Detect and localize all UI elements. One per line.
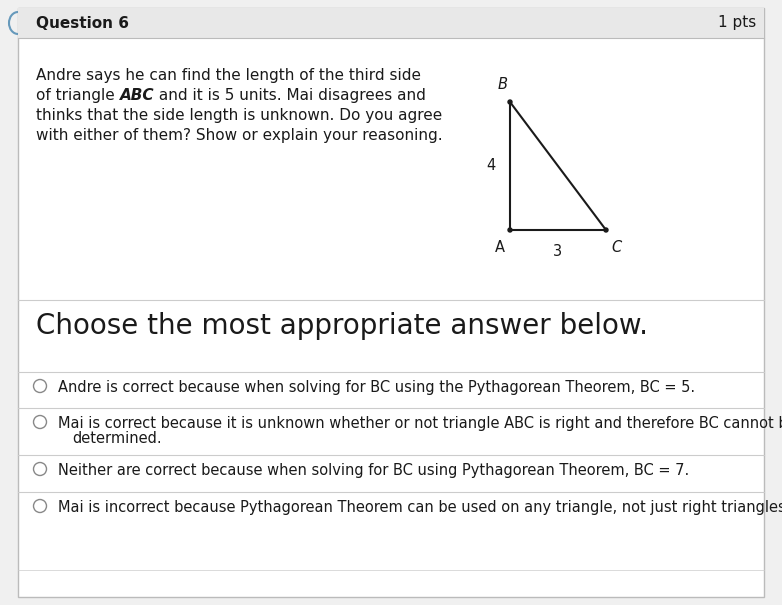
Circle shape — [604, 228, 608, 232]
Circle shape — [508, 100, 512, 104]
Text: A: A — [495, 240, 505, 255]
Text: B: B — [498, 77, 508, 92]
Text: thinks that the side length is unknown. Do you agree: thinks that the side length is unknown. … — [36, 108, 443, 123]
Text: ABC: ABC — [120, 88, 154, 103]
Text: determined.: determined. — [72, 431, 162, 446]
Text: Mai is incorrect because Pythagorean Theorem can be used on any triangle, not ju: Mai is incorrect because Pythagorean The… — [58, 500, 782, 515]
Text: Andre is correct because when solving for BC using the Pythagorean Theorem, BC =: Andre is correct because when solving fo… — [58, 380, 695, 395]
Text: 3: 3 — [554, 244, 562, 259]
Text: Choose the most appropriate answer below.: Choose the most appropriate answer below… — [36, 312, 648, 340]
Text: Andre says he can find the length of the third side: Andre says he can find the length of the… — [36, 68, 421, 83]
Text: 1 pts: 1 pts — [718, 16, 756, 30]
Bar — [18, 8, 764, 38]
Text: C: C — [611, 240, 621, 255]
Text: of triangle: of triangle — [36, 88, 120, 103]
Text: 4: 4 — [486, 159, 496, 174]
Text: and it is 5 units. Mai disagrees and: and it is 5 units. Mai disagrees and — [154, 88, 426, 103]
Text: Question 6: Question 6 — [36, 16, 129, 30]
Text: with either of them? Show or explain your reasoning.: with either of them? Show or explain you… — [36, 128, 443, 143]
Text: Mai is correct because it is unknown whether or not triangle ABC is right and th: Mai is correct because it is unknown whe… — [58, 416, 782, 431]
Circle shape — [508, 228, 512, 232]
Text: Neither are correct because when solving for BC using Pythagorean Theorem, BC = : Neither are correct because when solving… — [58, 463, 689, 478]
